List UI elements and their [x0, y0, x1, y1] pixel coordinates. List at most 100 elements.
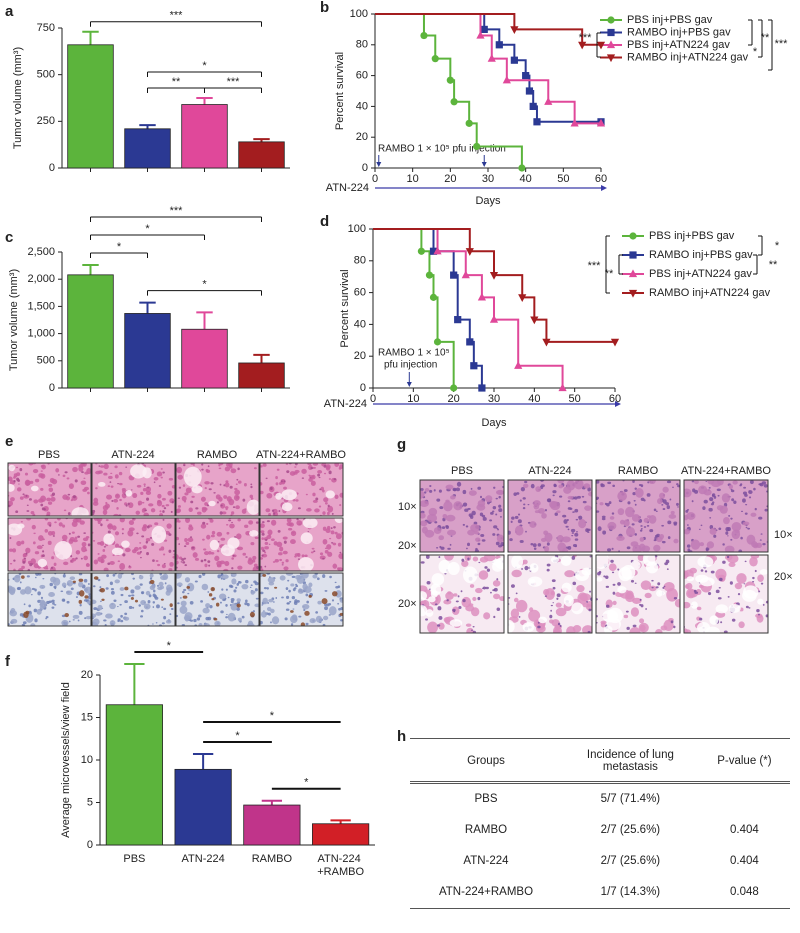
histology-texture [745, 526, 748, 529]
bar [243, 804, 301, 846]
histology-texture [84, 595, 89, 599]
histology-texture [749, 556, 758, 567]
histology-texture [254, 588, 258, 592]
histology-texture [266, 587, 269, 590]
histology-texture [260, 557, 264, 560]
histology-texture [230, 514, 233, 516]
histology-texture [184, 538, 188, 543]
histology-texture [155, 560, 159, 562]
histology-texture [283, 480, 286, 483]
histology-texture [210, 551, 215, 555]
histology-texture [62, 574, 66, 578]
significance-label: * [775, 240, 780, 252]
histology-texture [686, 512, 696, 520]
histology-texture [93, 497, 99, 504]
histology-texture [23, 611, 29, 619]
histology-texture [68, 532, 71, 535]
histology-texture [737, 592, 741, 596]
histology-texture [226, 463, 231, 467]
histology-texture [639, 603, 642, 606]
histology-texture [74, 536, 78, 540]
histology-frame [175, 462, 260, 517]
histology-texture [705, 548, 709, 552]
histology-texture [497, 528, 500, 531]
histology-texture [599, 502, 604, 506]
significance-label: ** [172, 76, 181, 88]
histology-texture [587, 487, 591, 492]
histology-texture [648, 585, 657, 592]
histology-texture [161, 622, 165, 625]
histology-texture [337, 542, 342, 547]
histology-texture [83, 532, 87, 535]
significance-label: *** [579, 32, 593, 44]
histology-texture [160, 468, 163, 470]
column-label: PBS [38, 449, 60, 461]
histology-texture [204, 481, 210, 485]
histology-texture [68, 620, 71, 623]
histology-texture [19, 613, 24, 617]
histology-texture [690, 539, 701, 550]
histology-texture [264, 546, 269, 550]
histology-texture [434, 521, 438, 524]
histology-texture [634, 503, 637, 506]
histology-texture [631, 514, 641, 522]
histology-texture [754, 569, 757, 573]
histology-texture [92, 613, 97, 619]
marker [446, 76, 454, 84]
histology-texture [202, 521, 206, 525]
histology-image [508, 480, 592, 552]
histology-texture [420, 490, 425, 499]
histology-texture [510, 584, 515, 588]
histology-texture [237, 565, 243, 570]
histology-texture [318, 476, 321, 479]
histology-texture [189, 600, 194, 605]
histology-texture [450, 535, 453, 537]
histology-texture [140, 556, 142, 559]
histology-texture [156, 604, 160, 609]
histology-texture [482, 586, 486, 590]
histology-frame [683, 479, 769, 553]
histology-texture [34, 618, 38, 623]
histology-texture [562, 514, 567, 518]
histology-texture [23, 603, 26, 606]
histology-texture [113, 599, 117, 602]
histology-texture [22, 621, 27, 625]
histology-texture [752, 576, 755, 580]
histology-texture [103, 619, 107, 622]
histology-texture [51, 599, 55, 603]
histology-texture [537, 543, 542, 547]
histology-texture [644, 592, 652, 599]
histology-texture [208, 500, 216, 507]
histology-texture [485, 495, 493, 503]
histology-texture [684, 601, 691, 609]
y-tick-label: 250 [37, 115, 55, 127]
histology-texture [611, 547, 614, 550]
histology-texture [117, 560, 121, 562]
significance-label: *** [170, 10, 184, 22]
histology-texture [723, 630, 728, 633]
histology-texture [182, 561, 186, 564]
histology-texture [110, 472, 113, 475]
histology-texture [205, 603, 211, 608]
x-axis-label: Days [475, 195, 501, 207]
histology-texture [612, 583, 616, 586]
histology-texture [600, 620, 607, 625]
histology-texture [265, 508, 271, 513]
histology-texture [40, 495, 47, 502]
histology-texture [572, 544, 578, 547]
histology-texture [427, 621, 438, 633]
histology-texture [551, 579, 556, 583]
histology-texture [686, 576, 695, 582]
histology-texture [264, 541, 269, 545]
histology-image [684, 555, 768, 633]
histology-texture [522, 483, 529, 488]
histology-texture [328, 614, 331, 616]
histology-texture [522, 507, 526, 510]
histology-texture [229, 485, 233, 489]
histology-texture [427, 513, 438, 523]
histology-texture [262, 573, 267, 577]
histology-texture [63, 509, 67, 512]
histology-texture [457, 595, 460, 598]
histology-texture [39, 599, 46, 606]
legend-label: RAMBO inj+PBS gav [627, 26, 731, 38]
